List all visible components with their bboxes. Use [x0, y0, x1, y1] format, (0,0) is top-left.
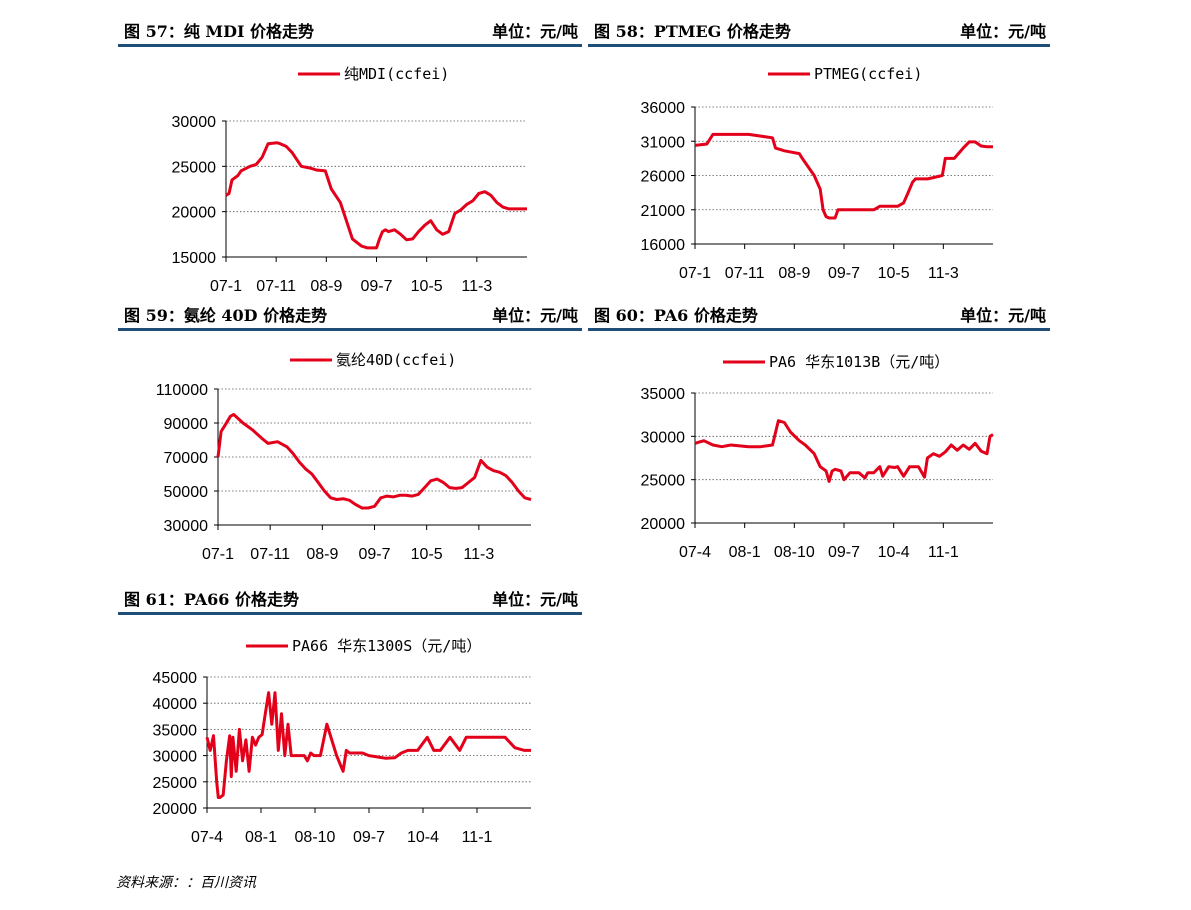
- legend-label: 纯MDI(ccfei): [344, 65, 449, 83]
- x-tick-label: 10-5: [411, 546, 443, 563]
- x-tick-label: 09-7: [360, 278, 392, 295]
- panel-chart-57: 图 57：纯 MDI 价格走势 单位：元/吨 30000 25000 20000 15…: [118, 14, 582, 295]
- chart-57-title: 图 57：纯 MDI 价格走势: [124, 22, 315, 41]
- panel-chart-61: 图 61：PA66 价格走势 单位：元/吨 45000 40000 35000 300…: [118, 582, 582, 857]
- y-tick-label: 20000: [153, 801, 198, 818]
- y-tick-label: 30000: [641, 429, 686, 446]
- source-note: 资料来源：：百川资讯: [116, 875, 256, 891]
- x-tick-label: 07-11: [256, 278, 296, 295]
- x-tick-label: 07-11: [725, 265, 765, 282]
- y-tick-label: 30000: [172, 114, 217, 131]
- panel-chart-58: 图 58：PTMEG 价格走势 单位：元/吨 36000 31000 26000 21…: [588, 14, 1050, 289]
- chart-58-unit: 单位：元/吨: [960, 22, 1046, 41]
- chart-60-title: 图 60：PA6 价格走势: [594, 306, 758, 325]
- x-tick-label: 10-4: [407, 829, 439, 846]
- chart-59-plot: 110000 90000 70000 50000 30000 07-1 07-11 08-9 0…: [156, 351, 532, 563]
- y-tick-label: 45000: [153, 670, 198, 687]
- series-line: [694, 132, 993, 220]
- chart-61-header: 图 61：PA66 价格走势 单位：元/吨: [118, 582, 582, 615]
- legend-label: PTMEG(ccfei): [814, 65, 922, 83]
- x-tick-label: 11-3: [928, 265, 959, 282]
- chart-58-plot: 36000 31000 26000 21000 16000 07-1 07-11 08-9 09…: [641, 65, 993, 282]
- x-tick-label: 07-1: [679, 265, 711, 282]
- chart-61-plot: 45000 40000 35000 30000 25000 20000 07-4 08-1 08…: [153, 637, 531, 846]
- y-tick-label: 35000: [641, 386, 686, 403]
- x-tick-label: 09-7: [353, 829, 385, 846]
- y-tick-label: 30000: [164, 518, 209, 535]
- x-tick-label: 08-1: [245, 829, 277, 846]
- x-tick-label: 07-11: [250, 546, 290, 563]
- y-tick-label: 25000: [153, 775, 198, 792]
- y-tick-label: 50000: [164, 484, 209, 501]
- series-line: [694, 419, 994, 483]
- x-tick-label: 08-10: [295, 829, 336, 846]
- x-tick-label: 08-9: [306, 546, 338, 563]
- x-tick-label: 07-4: [191, 829, 223, 846]
- chart-60-plot: 35000 30000 25000 20000 07-4 08-1 08-10 09-7 10-…: [641, 353, 994, 561]
- legend-label: PA6 华东1013B（元/吨）: [769, 353, 949, 371]
- y-tick-label: 90000: [164, 416, 209, 433]
- chart-58-title: 图 58：PTMEG 价格走势: [594, 22, 791, 41]
- x-tick-label: 10-5: [878, 265, 910, 282]
- x-tick-label: 11-1: [462, 829, 493, 846]
- x-tick-label: 07-4: [679, 544, 711, 561]
- y-tick-label: 36000: [641, 100, 686, 117]
- x-tick-label: 10-5: [411, 278, 443, 295]
- y-tick-label: 16000: [641, 237, 686, 254]
- chart-61-unit: 单位：元/吨: [492, 590, 578, 609]
- y-tick-label: 70000: [164, 450, 209, 467]
- series-line: [225, 141, 527, 250]
- series-line: [216, 413, 532, 510]
- y-tick-label: 25000: [172, 159, 217, 176]
- x-tick-label: 07-1: [210, 278, 242, 295]
- x-tick-label: 07-1: [202, 546, 234, 563]
- legend-label: PA66 华东1300S（元/吨）: [292, 637, 481, 655]
- x-tick-label: 09-7: [828, 265, 860, 282]
- y-tick-label: 110000: [156, 382, 208, 399]
- chart-59-unit: 单位：元/吨: [492, 306, 578, 325]
- panel-chart-60: 图 60：PA6 价格走势 单位：元/吨 35000 30000 25000 2000…: [588, 298, 1050, 573]
- x-tick-label: 08-9: [778, 265, 810, 282]
- x-tick-label: 09-7: [358, 546, 390, 563]
- legend-label: 氨纶40D(ccfei): [336, 351, 456, 369]
- y-tick-label: 40000: [153, 696, 198, 713]
- x-tick-label: 10-4: [878, 544, 910, 561]
- y-tick-label: 15000: [172, 250, 217, 267]
- x-tick-label: 11-3: [463, 546, 494, 563]
- y-tick-label: 30000: [153, 749, 198, 766]
- series-line: [205, 691, 531, 799]
- y-tick-label: 21000: [641, 203, 686, 220]
- x-tick-label: 08-9: [310, 278, 342, 295]
- x-tick-label: 08-10: [774, 544, 815, 561]
- chart-58-header: 图 58：PTMEG 价格走势 单位：元/吨: [588, 14, 1050, 47]
- y-tick-label: 35000: [153, 722, 198, 739]
- chart-57-header: 图 57：纯 MDI 价格走势 单位：元/吨: [118, 14, 582, 47]
- chart-60-unit: 单位：元/吨: [960, 306, 1046, 325]
- y-tick-label: 26000: [641, 169, 686, 186]
- chart-59-header: 图 59：氨纶 40D 价格走势 单位：元/吨: [118, 298, 582, 331]
- chart-57-plot: 30000 25000 20000 15000 07-1 07-11 08-9 09-7 10-…: [172, 65, 527, 295]
- x-tick-label: 09-7: [828, 544, 860, 561]
- y-tick-label: 31000: [641, 134, 686, 151]
- chart-61-title: 图 61：PA66 价格走势: [124, 590, 299, 609]
- chart-60-header: 图 60：PA6 价格走势 单位：元/吨: [588, 298, 1050, 331]
- x-tick-label: 11-1: [928, 544, 959, 561]
- x-tick-label: 11-3: [461, 278, 492, 295]
- y-tick-label: 25000: [641, 473, 686, 490]
- y-tick-label: 20000: [172, 205, 217, 222]
- panel-chart-59: 图 59：氨纶 40D 价格走势 单位：元/吨 110000 90000 70000…: [118, 298, 582, 573]
- chart-57-unit: 单位：元/吨: [492, 22, 578, 41]
- chart-59-title: 图 59：氨纶 40D 价格走势: [124, 306, 328, 325]
- x-tick-label: 08-1: [729, 544, 761, 561]
- y-tick-label: 20000: [641, 516, 686, 533]
